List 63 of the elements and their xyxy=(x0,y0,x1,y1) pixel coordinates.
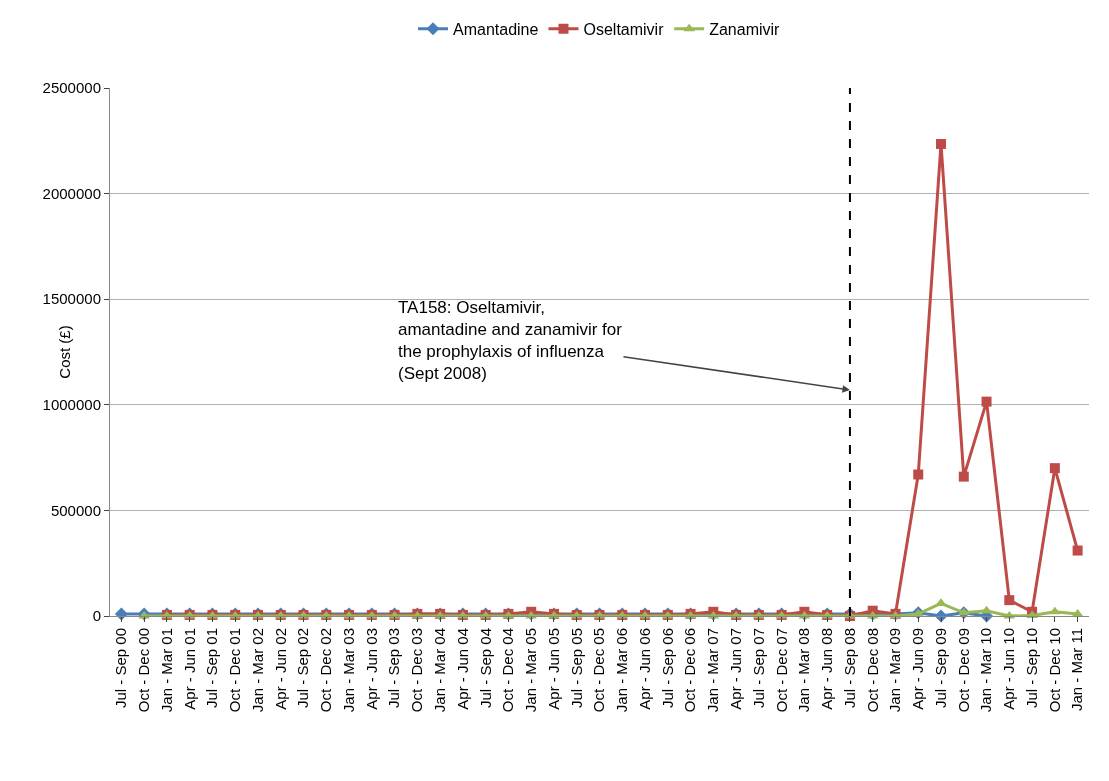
x-tick-label: Apr - Jun 08 xyxy=(818,628,836,710)
x-tick-label: Apr - Jun 07 xyxy=(726,628,744,710)
x-tick-label: Apr - Jun 01 xyxy=(180,628,198,710)
x-tick-label: Apr - Jun 02 xyxy=(271,628,289,710)
y-tick-label: 2000000 xyxy=(42,184,101,202)
x-tick-label: Oct - Dec 10 xyxy=(1045,628,1063,713)
point xyxy=(1049,463,1060,474)
x-tick-label: Apr - Jun 03 xyxy=(362,628,380,710)
x-tick-label: Apr - Jun 06 xyxy=(635,628,653,710)
y-tick-label: 1500000 xyxy=(42,290,101,308)
x-tick-label: Oct - Dec 07 xyxy=(772,628,790,713)
point xyxy=(1004,595,1015,606)
x-tick-label: Apr - Jun 05 xyxy=(544,628,562,710)
x-tick-label: Jan - Mar 11 xyxy=(1068,628,1086,712)
x-tick-label: Oct - Dec 03 xyxy=(408,628,426,713)
y-tick-label: 2500000 xyxy=(42,79,101,97)
y-tick-label: 500000 xyxy=(50,501,101,519)
x-tick-label: Jul - Sep 05 xyxy=(567,628,585,709)
legend-label: Zanamivir xyxy=(709,20,781,38)
x-tick-label: Apr - Jun 04 xyxy=(453,628,471,710)
point xyxy=(981,396,992,407)
point xyxy=(913,469,924,480)
x-tick-label: Jul - Sep 00 xyxy=(112,628,130,709)
legend-label: Amantadine xyxy=(453,20,539,38)
x-tick-label: Oct - Dec 09 xyxy=(954,628,972,713)
x-tick-label: Oct - Dec 08 xyxy=(863,628,881,713)
x-tick-label: Jul - Sep 09 xyxy=(931,628,949,709)
x-tick-label: Jan - Mar 04 xyxy=(431,628,449,713)
x-tick-label: Oct - Dec 01 xyxy=(226,628,244,713)
y-axis-title: Cost (£) xyxy=(56,325,73,379)
y-tick-label: 0 xyxy=(92,607,101,625)
x-tick-label: Jan - Mar 05 xyxy=(522,628,540,713)
x-tick-label: Jul - Sep 01 xyxy=(203,628,221,709)
x-tick-label: Jul - Sep 06 xyxy=(658,628,676,709)
x-tick-label: Jul - Sep 03 xyxy=(385,628,403,709)
legend-label: Oseltamivir xyxy=(583,20,665,38)
x-tick-label: Jan - Mar 09 xyxy=(886,628,904,713)
x-tick-label: Jan - Mar 08 xyxy=(795,628,813,713)
x-tick-label: Jan - Mar 01 xyxy=(157,628,175,713)
x-tick-label: Jan - Mar 06 xyxy=(613,628,631,713)
x-tick-label: Jan - Mar 03 xyxy=(339,628,357,713)
point xyxy=(958,471,969,482)
x-tick-label: Jul - Sep 02 xyxy=(294,628,312,709)
x-tick-label: Oct - Dec 02 xyxy=(317,628,335,713)
x-tick-label: Oct - Dec 00 xyxy=(135,628,153,713)
x-tick-label: Jan - Mar 10 xyxy=(977,628,995,713)
x-tick-label: Oct - Dec 04 xyxy=(499,628,517,713)
x-tick-label: Jan - Mar 07 xyxy=(704,628,722,713)
y-tick-label: 1000000 xyxy=(42,396,101,414)
annotation: TA158: Oseltamivir, amantadine and zanamivir for the prophylaxis of influenza (Sept 2008) xyxy=(398,298,623,384)
x-tick-label: Oct - Dec 06 xyxy=(681,628,699,713)
point xyxy=(1049,606,1061,615)
x-tick-label: Oct - Dec 05 xyxy=(590,628,608,713)
point xyxy=(1072,545,1083,556)
point xyxy=(936,138,947,149)
x-tick-label: Apr - Jun 10 xyxy=(1000,628,1018,710)
x-tick-label: Apr - Jun 09 xyxy=(909,628,927,710)
point xyxy=(958,607,970,616)
x-tick-label: Jan - Mar 02 xyxy=(248,628,266,713)
x-tick-label: Jul - Sep 08 xyxy=(840,628,858,709)
x-tick-label: Jul - Sep 04 xyxy=(476,628,494,709)
x-tick-label: Jul - Sep 10 xyxy=(1022,628,1040,709)
x-tick-label: Jul - Sep 07 xyxy=(749,628,767,709)
